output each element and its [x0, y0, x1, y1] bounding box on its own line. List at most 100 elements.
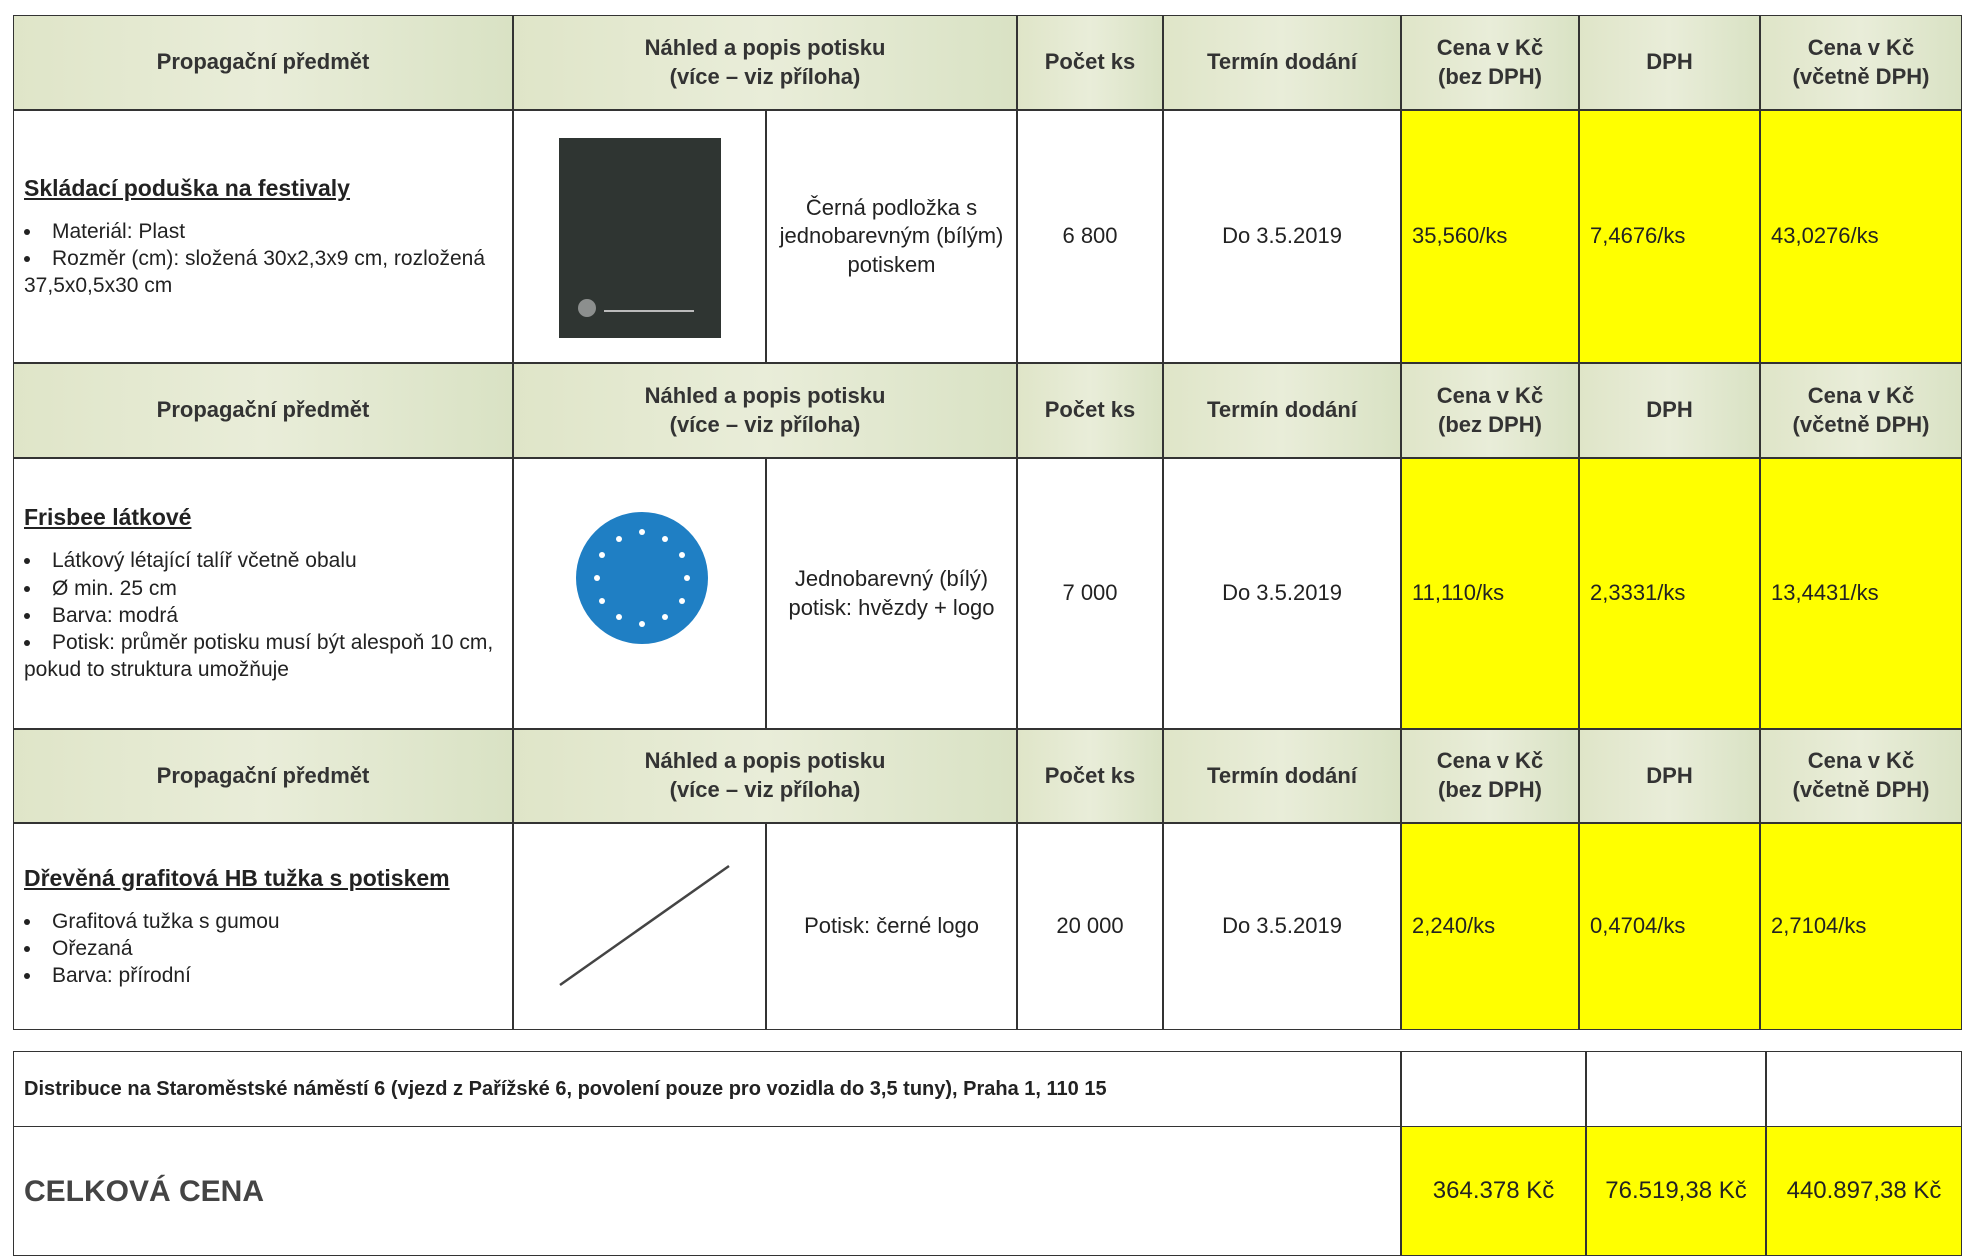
price-cell: 2,240/ks	[1401, 823, 1579, 1030]
header-line: DPH	[1646, 762, 1693, 788]
quantity-cell: 20 000	[1017, 823, 1163, 1030]
header-line: DPH	[1646, 49, 1693, 75]
frisbee-image	[576, 512, 708, 644]
pillow-image	[559, 138, 721, 338]
header-cell: Cena v Kč (bez DPH)	[1401, 15, 1579, 110]
bullet: Barva: modrá	[24, 602, 502, 629]
header-line: Cena v Kč	[1436, 382, 1544, 408]
header-cell: Cena v Kč (včetně DPH)	[1760, 729, 1962, 823]
total-value: 364.378 Kč	[1432, 1177, 1555, 1205]
delivery: Do 3.5.2019	[1222, 223, 1342, 249]
total-cell: 2,7104/ks	[1760, 823, 1962, 1030]
delivery-cell: Do 3.5.2019	[1163, 458, 1401, 729]
header-line: Cena v Kč	[1436, 34, 1544, 60]
price-cell: 11,110/ks	[1401, 458, 1579, 729]
header-line: Propagační předmět	[156, 762, 370, 788]
item-name: Skládací poduška na festivaly	[24, 174, 350, 201]
header-line: Počet ks	[1044, 762, 1136, 788]
header-cell: Cena v Kč (bez DPH)	[1401, 729, 1579, 823]
item-cell: Frisbee látkové Látkový létající talíř vč…	[13, 458, 513, 729]
description-cell: Černá podložka s jednobarevným (bílým) p…	[766, 110, 1017, 363]
vat: 7,4676/ks	[1590, 223, 1686, 249]
header-cell: Náhled a popis potisku (více – viz příloh…	[513, 15, 1017, 110]
header-line: (více – viz příloha)	[669, 63, 861, 89]
total: 43,0276/ks	[1771, 223, 1879, 249]
description-cell: Potisk: černé logo	[766, 823, 1017, 1030]
header-line: Náhled a popis potisku	[644, 748, 886, 774]
pencil-image	[559, 864, 730, 987]
image-cell	[513, 823, 766, 1030]
total: 13,4431/ks	[1771, 580, 1879, 606]
item-bullets: Látkový létající talíř včetně obaluØ min…	[24, 547, 502, 683]
total: 2,7104/ks	[1771, 913, 1867, 939]
header-line: (včetně DPH)	[1792, 63, 1930, 89]
item-name: Frisbee látkové	[24, 504, 192, 531]
header-line: (bez DPH)	[1438, 777, 1542, 802]
description: Černá podložka s jednobarevným (bílým) p…	[779, 194, 1004, 277]
total-label-cell: CELKOVÁ CENA	[13, 1126, 1401, 1256]
header-cell: DPH	[1579, 15, 1760, 110]
vat-cell: 0,4704/ks	[1579, 823, 1760, 1030]
total-value: 440.897,38 Kč	[1786, 1177, 1942, 1205]
delivery-cell: Do 3.5.2019	[1163, 823, 1401, 1030]
header-line: (včetně DPH)	[1792, 411, 1930, 437]
empty-cell	[1766, 1051, 1962, 1127]
quantity-cell: 7 000	[1017, 458, 1163, 729]
vat-cell: 7,4676/ks	[1579, 110, 1760, 363]
bullet: Rozměr (cm): složená 30x2,3x9 cm, rozlož…	[24, 245, 502, 300]
header-cell: Náhled a popis potisku (více – viz příloh…	[513, 729, 1017, 823]
empty-cell	[1586, 1051, 1766, 1127]
header-cell: Termín dodání	[1163, 363, 1401, 458]
bullet: Materiál: Plast	[24, 218, 502, 245]
header-cell: Termín dodání	[1163, 15, 1401, 110]
header-cell: Počet ks	[1017, 363, 1163, 458]
header-cell: Termín dodání	[1163, 729, 1401, 823]
header-line: Náhled a popis potisku	[644, 34, 886, 60]
header-line: Cena v Kč	[1436, 748, 1544, 774]
header-cell: Propagační předmět	[13, 363, 513, 458]
description: Potisk: černé logo	[804, 913, 979, 939]
header-line: (bez DPH)	[1438, 63, 1542, 89]
price: 35,560/ks	[1412, 223, 1508, 249]
header-cell: Cena v Kč (bez DPH)	[1401, 363, 1579, 458]
vat-cell: 2,3331/ks	[1579, 458, 1760, 729]
header-cell: DPH	[1579, 363, 1760, 458]
image-cell	[513, 458, 766, 729]
bullet: Potisk: průměr potisku musí být alespoň …	[24, 629, 502, 684]
header-cell: Propagační předmět	[13, 729, 513, 823]
total-cell: 13,4431/ks	[1760, 458, 1962, 729]
bullet: Látkový létající talíř včetně obalu	[24, 547, 502, 574]
header-line: Termín dodání	[1207, 762, 1357, 788]
delivery: Do 3.5.2019	[1222, 580, 1342, 606]
total-cell: 440.897,38 Kč	[1766, 1126, 1962, 1256]
price: 2,240/ks	[1412, 913, 1496, 939]
quantity: 20 000	[1056, 913, 1124, 939]
header-line: (více – viz příloha)	[669, 777, 861, 802]
total-label: CELKOVÁ CENA	[24, 1174, 265, 1208]
header-line: (včetně DPH)	[1792, 777, 1930, 802]
header-line: Cena v Kč	[1807, 748, 1915, 774]
item-bullets: Materiál: PlastRozměr (cm): složená 30x2…	[24, 218, 502, 300]
vat: 0,4704/ks	[1590, 913, 1686, 939]
description: Jednobarevný (bílý) potisk: hvězdy + log…	[788, 565, 995, 620]
header-line: Propagační předmět	[156, 397, 370, 423]
price: 11,110/ks	[1412, 580, 1505, 606]
header-line: Cena v Kč	[1807, 382, 1915, 408]
total-cell: 43,0276/ks	[1760, 110, 1962, 363]
item-name: Dřevěná grafitová HB tužka s potiskem	[24, 864, 450, 891]
header-line: (bez DPH)	[1438, 411, 1542, 437]
header-line: DPH	[1646, 397, 1693, 423]
bullet: Grafitová tužka s gumou	[24, 908, 280, 935]
empty-cell	[1401, 1051, 1586, 1127]
quantity: 7 000	[1062, 580, 1118, 606]
description-cell: Jednobarevný (bílý) potisk: hvězdy + log…	[766, 458, 1017, 729]
total-value: 76.519,38 Kč	[1605, 1177, 1747, 1205]
header-cell: Cena v Kč (včetně DPH)	[1760, 363, 1962, 458]
header-cell: Počet ks	[1017, 15, 1163, 110]
distribution: Distribuce na Staroměstské náměstí 6 (vj…	[24, 1078, 1107, 1100]
header-line: Počet ks	[1044, 49, 1136, 75]
total-cell: 76.519,38 Kč	[1586, 1126, 1766, 1256]
header-cell: Počet ks	[1017, 729, 1163, 823]
image-cell	[513, 110, 766, 363]
header-cell: Propagační předmět	[13, 15, 513, 110]
